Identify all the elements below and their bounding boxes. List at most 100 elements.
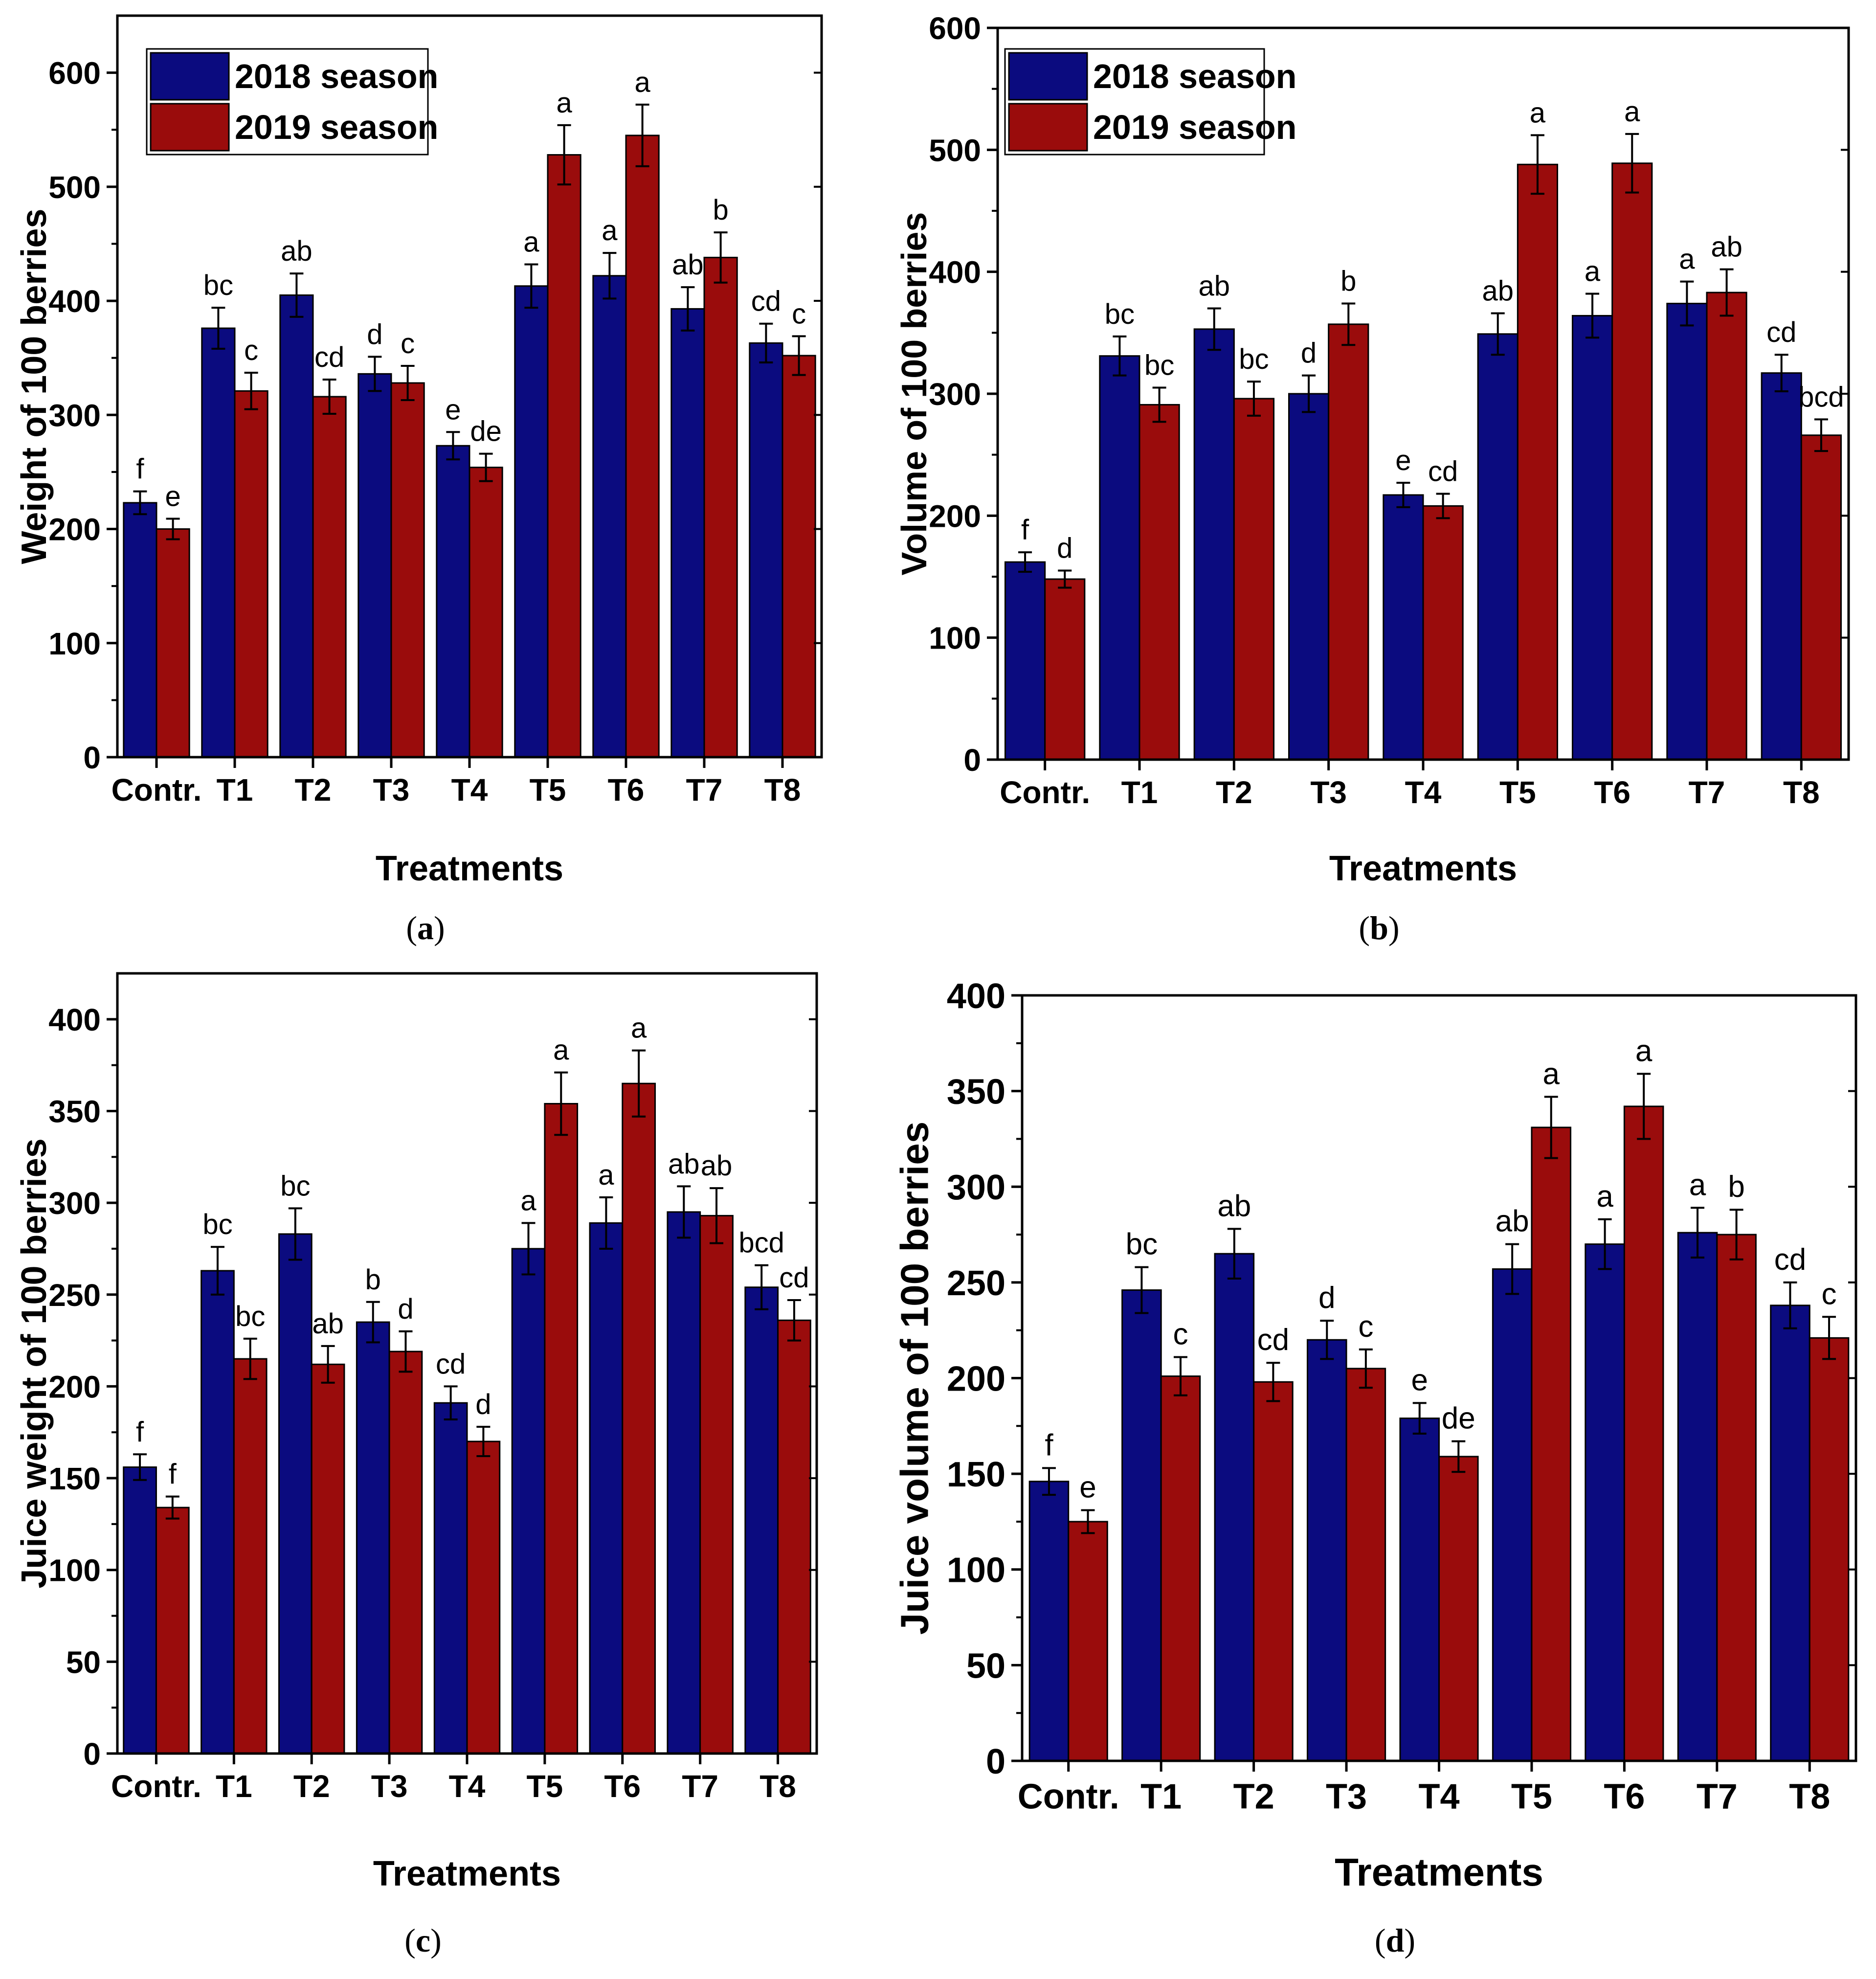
significance-letter: a (602, 215, 618, 247)
x-tick-label: T3 (373, 772, 410, 808)
significance-letter: ab (1217, 1189, 1251, 1223)
significance-letter: ab (1711, 231, 1742, 263)
bar-2018-t2 (279, 294, 314, 758)
x-tick-label: T6 (1594, 775, 1630, 810)
panel-label: (a) (406, 909, 445, 946)
bar-2018-t3 (1306, 1339, 1347, 1762)
significance-letter: cd (1766, 316, 1796, 348)
significance-letter: bc (1126, 1228, 1158, 1261)
y-tick-label: 100 (48, 1553, 101, 1588)
bar-2018-t1 (1121, 1289, 1162, 1762)
significance-letter: bc (203, 270, 233, 301)
x-tick-label: Contr. (112, 772, 202, 808)
bar-2019-t3 (1328, 323, 1369, 761)
x-tick-label: T8 (764, 772, 801, 808)
y-tick-label: 600 (929, 11, 981, 46)
legend-swatch-2018 (150, 52, 230, 101)
bar-2019-t7 (1706, 292, 1747, 761)
bar-2019-t8 (777, 1319, 811, 1754)
significance-letter: bc (1239, 343, 1269, 375)
bar-2018-contr (123, 1466, 157, 1754)
bar-2019-t1 (1139, 404, 1180, 761)
x-tick-label: Contr. (111, 1769, 201, 1804)
significance-letter: e (1395, 445, 1411, 476)
bar-2018-t4 (433, 1402, 468, 1754)
bar-2018-t8 (1770, 1304, 1810, 1762)
y-tick-label: 500 (929, 133, 981, 168)
legend-swatch-2018 (1008, 52, 1088, 101)
y-tick-label: 400 (48, 1002, 101, 1037)
bar-2019-t1 (1160, 1375, 1201, 1762)
significance-letter: e (1079, 1470, 1096, 1504)
bar-2019-t1 (234, 390, 268, 758)
x-tick-label: T7 (1689, 775, 1725, 810)
significance-letter: b (713, 194, 728, 226)
y-tick-label: 200 (48, 1369, 101, 1404)
y-tick-label: 150 (48, 1461, 101, 1496)
y-tick-label: 350 (947, 1073, 1005, 1112)
significance-letter: e (165, 481, 180, 513)
significance-letter: f (136, 1416, 144, 1448)
y-tick-label: 0 (986, 1742, 1005, 1781)
significance-letter: a (520, 1185, 536, 1216)
x-tick-label: T5 (527, 1769, 563, 1804)
significance-letter: a (1542, 1057, 1560, 1091)
bar-2018-t5 (1492, 1268, 1533, 1762)
x-tick-label: T8 (1789, 1777, 1830, 1817)
y-tick-label: 400 (48, 284, 101, 319)
significance-letter: cd (1257, 1323, 1289, 1357)
significance-letter: de (1442, 1402, 1475, 1436)
bar-2018-t8 (749, 342, 783, 758)
x-tick-label: T5 (1511, 1777, 1552, 1817)
significance-letter: e (1411, 1363, 1428, 1397)
significance-letter: d (1301, 337, 1317, 369)
significance-letter: cd (779, 1262, 809, 1294)
bar-2018-t1 (201, 1270, 235, 1754)
y-tick-label: 100 (947, 1551, 1005, 1590)
significance-letter: c (401, 328, 415, 360)
bar-2018-t7 (1677, 1232, 1718, 1762)
x-tick-label: T2 (293, 1769, 330, 1804)
bar-2018-t1 (201, 327, 236, 758)
bar-2018-t3 (356, 1321, 390, 1754)
y-tick-label: 350 (48, 1094, 101, 1129)
legend-label: 2018 season (235, 57, 438, 95)
y-tick-label: 50 (66, 1644, 101, 1680)
bar-2019-contr (1068, 1521, 1108, 1762)
x-tick-label: T4 (1418, 1777, 1459, 1817)
bar-2018-t3 (357, 373, 392, 758)
significance-letter: a (1596, 1180, 1613, 1214)
bar-2019-contr (155, 1507, 190, 1754)
significance-letter: cd (1428, 455, 1458, 487)
x-tick-label: T4 (451, 772, 488, 808)
significance-letter: de (470, 416, 502, 448)
bar-2018-t7 (667, 1211, 701, 1754)
y-tick-label: 50 (966, 1646, 1005, 1686)
significance-letter: a (631, 1012, 647, 1044)
significance-letter: a (1530, 97, 1546, 129)
significance-letter: d (367, 318, 382, 350)
bar-2019-t8 (1800, 434, 1842, 761)
y-tick-label: 200 (48, 512, 101, 547)
x-tick-label: Contr. (1018, 1777, 1119, 1817)
significance-letter: a (634, 67, 650, 98)
significance-letter: c (1822, 1277, 1837, 1311)
significance-letter: ab (1496, 1205, 1529, 1238)
bar-2019-t5 (1531, 1126, 1572, 1762)
significance-letter: b (1728, 1170, 1744, 1204)
bar-2018-t4 (436, 445, 470, 758)
bar-2018-t2 (1214, 1253, 1255, 1762)
y-tick-label: 300 (929, 377, 981, 412)
x-tick-label: T1 (1140, 1777, 1182, 1817)
x-tick-label: T7 (686, 772, 723, 808)
x-tick-label: T6 (1604, 1777, 1645, 1817)
y-axis-title: Volume of 100 berries (895, 212, 934, 576)
bar-2019-contr (1044, 578, 1086, 761)
y-tick-label: 300 (48, 398, 101, 433)
bar-2019-t4 (466, 1440, 501, 1754)
significance-letter: bcd (1798, 381, 1844, 413)
x-tick-label: T3 (1326, 1777, 1367, 1817)
y-tick-label: 250 (48, 1278, 101, 1313)
bar-2019-t7 (703, 256, 738, 758)
